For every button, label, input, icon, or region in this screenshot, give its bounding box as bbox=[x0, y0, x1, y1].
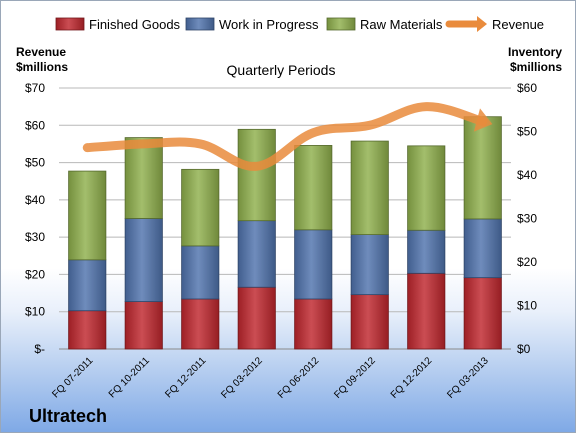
right-tick-label: $60 bbox=[517, 81, 537, 95]
legend-label-work-in-progress: Work in Progress bbox=[219, 17, 319, 32]
bar-raw-materials bbox=[407, 145, 446, 231]
legend-swatch-raw-materials bbox=[326, 17, 356, 31]
left-tick-label: $40 bbox=[25, 193, 45, 207]
bar-raw-materials bbox=[463, 116, 502, 220]
x-tick-label: FQ 03-2013 bbox=[445, 355, 491, 401]
bar-work-in-progress bbox=[350, 234, 389, 296]
bar-work-in-progress bbox=[463, 218, 502, 279]
bar-raw-materials bbox=[350, 140, 389, 235]
right-tick-label: $0 bbox=[517, 342, 531, 356]
legend-label-revenue: Revenue bbox=[492, 17, 544, 32]
revenue-line bbox=[82, 102, 488, 171]
x-tick-label: FQ 09-2012 bbox=[332, 355, 378, 401]
legend-swatch-work-in-progress bbox=[185, 17, 215, 31]
bar-finished-goods bbox=[237, 286, 276, 350]
bar-raw-materials bbox=[68, 170, 107, 261]
x-tick-label: FQ 10-2011 bbox=[107, 355, 152, 400]
legend-arrow-revenue bbox=[477, 16, 487, 32]
legend-label-finished-goods: Finished Goods bbox=[89, 17, 181, 32]
bar-finished-goods bbox=[463, 277, 502, 350]
bar-raw-materials bbox=[294, 145, 333, 231]
company-name: Ultratech bbox=[29, 406, 107, 426]
legend: Finished Goods Work in Progress Raw Materi… bbox=[55, 16, 544, 32]
bar-finished-goods bbox=[350, 294, 389, 350]
bar-work-in-progress bbox=[124, 218, 163, 302]
bar-finished-goods bbox=[68, 310, 107, 350]
right-tick-label: $30 bbox=[517, 212, 537, 226]
bar-work-in-progress bbox=[237, 220, 276, 288]
revenue-arrow bbox=[473, 108, 493, 132]
right-axis-label-line2: $millions bbox=[510, 60, 562, 74]
bar-finished-goods bbox=[294, 298, 333, 350]
left-tick-label: $20 bbox=[25, 267, 45, 281]
x-tick-label: FQ 12-2012 bbox=[389, 355, 435, 401]
legend-swatch-finished-goods bbox=[55, 17, 85, 31]
right-axis-label-line1: Inventory bbox=[508, 45, 562, 59]
x-tick-label: FQ 12-2011 bbox=[163, 355, 208, 400]
left-axis-label-line2: $millions bbox=[16, 60, 68, 74]
bar-work-in-progress bbox=[181, 245, 220, 300]
right-tick-label: $40 bbox=[517, 168, 537, 182]
right-tick-label: $10 bbox=[517, 299, 537, 313]
bar-work-in-progress bbox=[407, 229, 446, 274]
bar-finished-goods bbox=[124, 301, 163, 350]
bars bbox=[68, 116, 502, 350]
revenue-line-group bbox=[82, 102, 493, 171]
bar-raw-materials bbox=[237, 128, 276, 222]
x-tick-label: FQ 03-2012 bbox=[219, 355, 265, 401]
x-tick-label: FQ 06-2012 bbox=[276, 355, 322, 401]
right-tick-label: $50 bbox=[517, 125, 537, 139]
x-tick-label: FQ 07-2011 bbox=[50, 355, 95, 400]
bar-raw-materials bbox=[181, 168, 220, 247]
bar-finished-goods bbox=[181, 298, 220, 350]
bar-finished-goods bbox=[407, 272, 446, 350]
legend-label-raw-materials: Raw Materials bbox=[360, 17, 443, 32]
left-tick-label: $- bbox=[34, 342, 45, 356]
bar-work-in-progress bbox=[68, 259, 107, 312]
chart-title: Quarterly Periods bbox=[227, 62, 336, 78]
left-tick-label: $50 bbox=[25, 156, 45, 170]
left-tick-label: $60 bbox=[25, 118, 45, 132]
right-tick-label: $20 bbox=[517, 255, 537, 269]
left-axis-label-line1: Revenue bbox=[16, 45, 66, 59]
bar-work-in-progress bbox=[294, 229, 333, 300]
left-tick-label: $30 bbox=[25, 230, 45, 244]
left-tick-label: $70 bbox=[25, 81, 45, 95]
left-tick-label: $10 bbox=[25, 305, 45, 319]
bar-raw-materials bbox=[124, 137, 163, 219]
